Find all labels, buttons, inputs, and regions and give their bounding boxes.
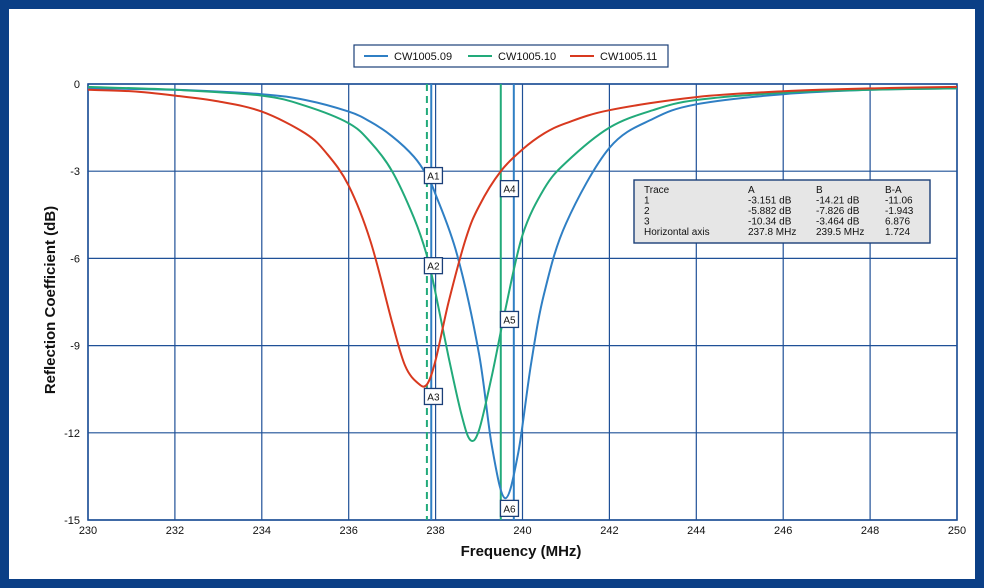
table-cell-r3-c1: -10.34 dB — [748, 217, 792, 228]
readout-table: Trace A B B-A 1 -3.151 dB -14.21 dB -11.06 2 -5.8… — [633, 179, 931, 244]
marker-label: A4 — [503, 185, 516, 196]
marker-box — [499, 310, 520, 329]
series-line-3 — [87, 85, 958, 388]
x-tick-labels: 230 232 234 236 238 240 242 244 246 248 250 — [79, 525, 966, 537]
x-tick-label-3: 236 — [340, 525, 358, 537]
marker-a5: A5 — [499, 310, 520, 329]
markers: A1 A2 A3 A4 A5 A6 — [423, 166, 520, 518]
marker-label: A5 — [503, 315, 516, 326]
table-cell-r1-c1: -3.151 dB — [748, 196, 792, 207]
table-cell-r0-c1: A — [748, 185, 755, 196]
series-lines — [87, 85, 958, 500]
table-cell-r1-c3: -11.06 — [885, 196, 913, 207]
grid — [87, 83, 958, 521]
chart-frame — [9, 9, 975, 579]
table-cell-r1-c2: -14.21 dB — [816, 196, 860, 207]
table-cell-r4-c0: Horizontal axis — [644, 227, 710, 238]
table-cell-r0-c0: Trace — [644, 185, 670, 196]
marker-a1: A1 — [423, 166, 444, 185]
table-cell-r2-c0: 2 — [644, 206, 650, 217]
x-axis-title: Frequency (MHz) — [461, 543, 582, 560]
y-axis-title: Reflection Coefficient (dB) — [42, 206, 59, 394]
marker-label: A2 — [427, 262, 440, 273]
marker-box — [499, 179, 520, 198]
marker-a6: A6 — [499, 499, 520, 518]
y-tick-label-2: -6 — [70, 253, 80, 265]
series-line-2 — [87, 85, 958, 443]
y-tick-label-3: -9 — [70, 341, 80, 353]
x-tick-label-0: 230 — [79, 525, 97, 537]
x-tick-label-7: 244 — [687, 525, 705, 537]
marker-label: A3 — [427, 392, 440, 403]
table-cell-r1-c0: 1 — [644, 196, 650, 207]
y-tick-label-0: 0 — [74, 79, 80, 91]
table-cell-r3-c3: 6.876 — [885, 217, 910, 228]
table-cell-r4-c3: 1.724 — [885, 227, 910, 238]
table-cell-r0-c2: B — [816, 185, 823, 196]
legend: CW1005.09 CW1005.10 CW1005.11 — [353, 44, 669, 68]
table-cell-r0-c3: B-A — [885, 185, 902, 196]
marker-box — [423, 387, 444, 406]
legend-label-1: CW1005.09 — [394, 51, 452, 63]
cursor-lines — [425, 84, 515, 520]
table-cell-r4-c2: 239.5 MHz — [816, 227, 864, 238]
marker-box — [423, 166, 444, 185]
marker-box — [499, 499, 520, 518]
table-box — [633, 179, 931, 244]
marker-label: A1 — [427, 172, 440, 183]
marker-box — [423, 257, 444, 275]
marker-a3: A3 — [423, 387, 444, 406]
x-tick-label-6: 242 — [600, 525, 618, 537]
x-tick-label-1: 232 — [166, 525, 184, 537]
x-tick-label-5: 240 — [513, 525, 531, 537]
plot-border — [87, 83, 958, 521]
table-cell-r2-c1: -5.882 dB — [748, 206, 792, 217]
x-tick-label-8: 246 — [774, 525, 792, 537]
table-cell-r2-c2: -7.826 dB — [816, 206, 860, 217]
y-tick-label-5: -15 — [64, 515, 80, 527]
table-cell-r3-c2: -3.464 dB — [816, 217, 860, 228]
x-tick-label-10: 250 — [948, 525, 966, 537]
marker-a4: A4 — [499, 179, 520, 198]
y-tick-labels: 0 -3 -6 -9 -12 -15 — [64, 79, 80, 527]
series-line-1 — [87, 87, 958, 500]
table-cell-r2-c3: -1.943 — [885, 206, 914, 217]
x-tick-label-4: 238 — [426, 525, 444, 537]
marker-a2: A2 — [423, 257, 444, 275]
table-cell-r3-c0: 3 — [644, 217, 650, 228]
y-tick-label-1: -3 — [70, 166, 80, 178]
legend-label-3: CW1005.11 — [600, 51, 657, 63]
marker-label: A6 — [503, 504, 516, 515]
x-tick-label-9: 248 — [861, 525, 879, 537]
legend-label-2: CW1005.10 — [498, 51, 556, 63]
table-cell-r4-c1: 237.8 MHz — [748, 227, 796, 238]
x-tick-label-2: 234 — [253, 525, 271, 537]
y-tick-label-4: -12 — [64, 428, 80, 440]
legend-box — [353, 44, 669, 68]
